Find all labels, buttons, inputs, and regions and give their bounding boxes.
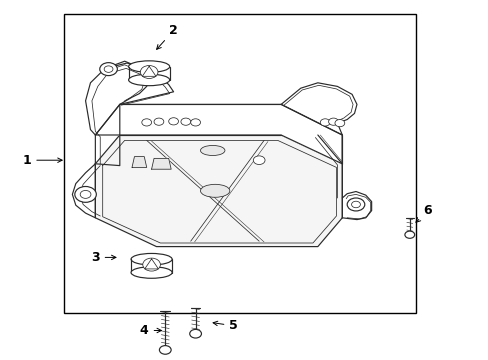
Circle shape bbox=[181, 118, 190, 125]
Circle shape bbox=[189, 329, 201, 338]
Circle shape bbox=[404, 231, 414, 238]
Bar bbox=[63, 14, 415, 313]
Circle shape bbox=[320, 119, 329, 126]
Circle shape bbox=[334, 120, 344, 127]
Circle shape bbox=[80, 190, 91, 198]
Polygon shape bbox=[151, 158, 171, 169]
Circle shape bbox=[159, 346, 171, 354]
Circle shape bbox=[104, 66, 113, 72]
Ellipse shape bbox=[128, 74, 169, 86]
Circle shape bbox=[142, 119, 151, 126]
Polygon shape bbox=[95, 135, 342, 247]
Circle shape bbox=[253, 156, 264, 165]
Circle shape bbox=[190, 119, 200, 126]
Polygon shape bbox=[95, 104, 342, 164]
Circle shape bbox=[100, 63, 117, 76]
Circle shape bbox=[142, 258, 160, 271]
Text: 1: 1 bbox=[22, 154, 62, 167]
Ellipse shape bbox=[131, 267, 172, 278]
Text: 5: 5 bbox=[213, 319, 238, 332]
Circle shape bbox=[351, 201, 360, 208]
Text: 4: 4 bbox=[140, 324, 161, 337]
Ellipse shape bbox=[128, 61, 169, 72]
Text: 2: 2 bbox=[156, 24, 178, 49]
Circle shape bbox=[154, 118, 163, 125]
Ellipse shape bbox=[200, 184, 229, 197]
Circle shape bbox=[140, 66, 158, 78]
Text: 3: 3 bbox=[91, 251, 116, 264]
Ellipse shape bbox=[131, 253, 172, 265]
Circle shape bbox=[346, 198, 364, 211]
Circle shape bbox=[75, 186, 96, 202]
Circle shape bbox=[168, 118, 178, 125]
Ellipse shape bbox=[200, 145, 224, 156]
Text: 6: 6 bbox=[415, 204, 431, 222]
Polygon shape bbox=[132, 157, 146, 167]
Circle shape bbox=[328, 118, 338, 125]
